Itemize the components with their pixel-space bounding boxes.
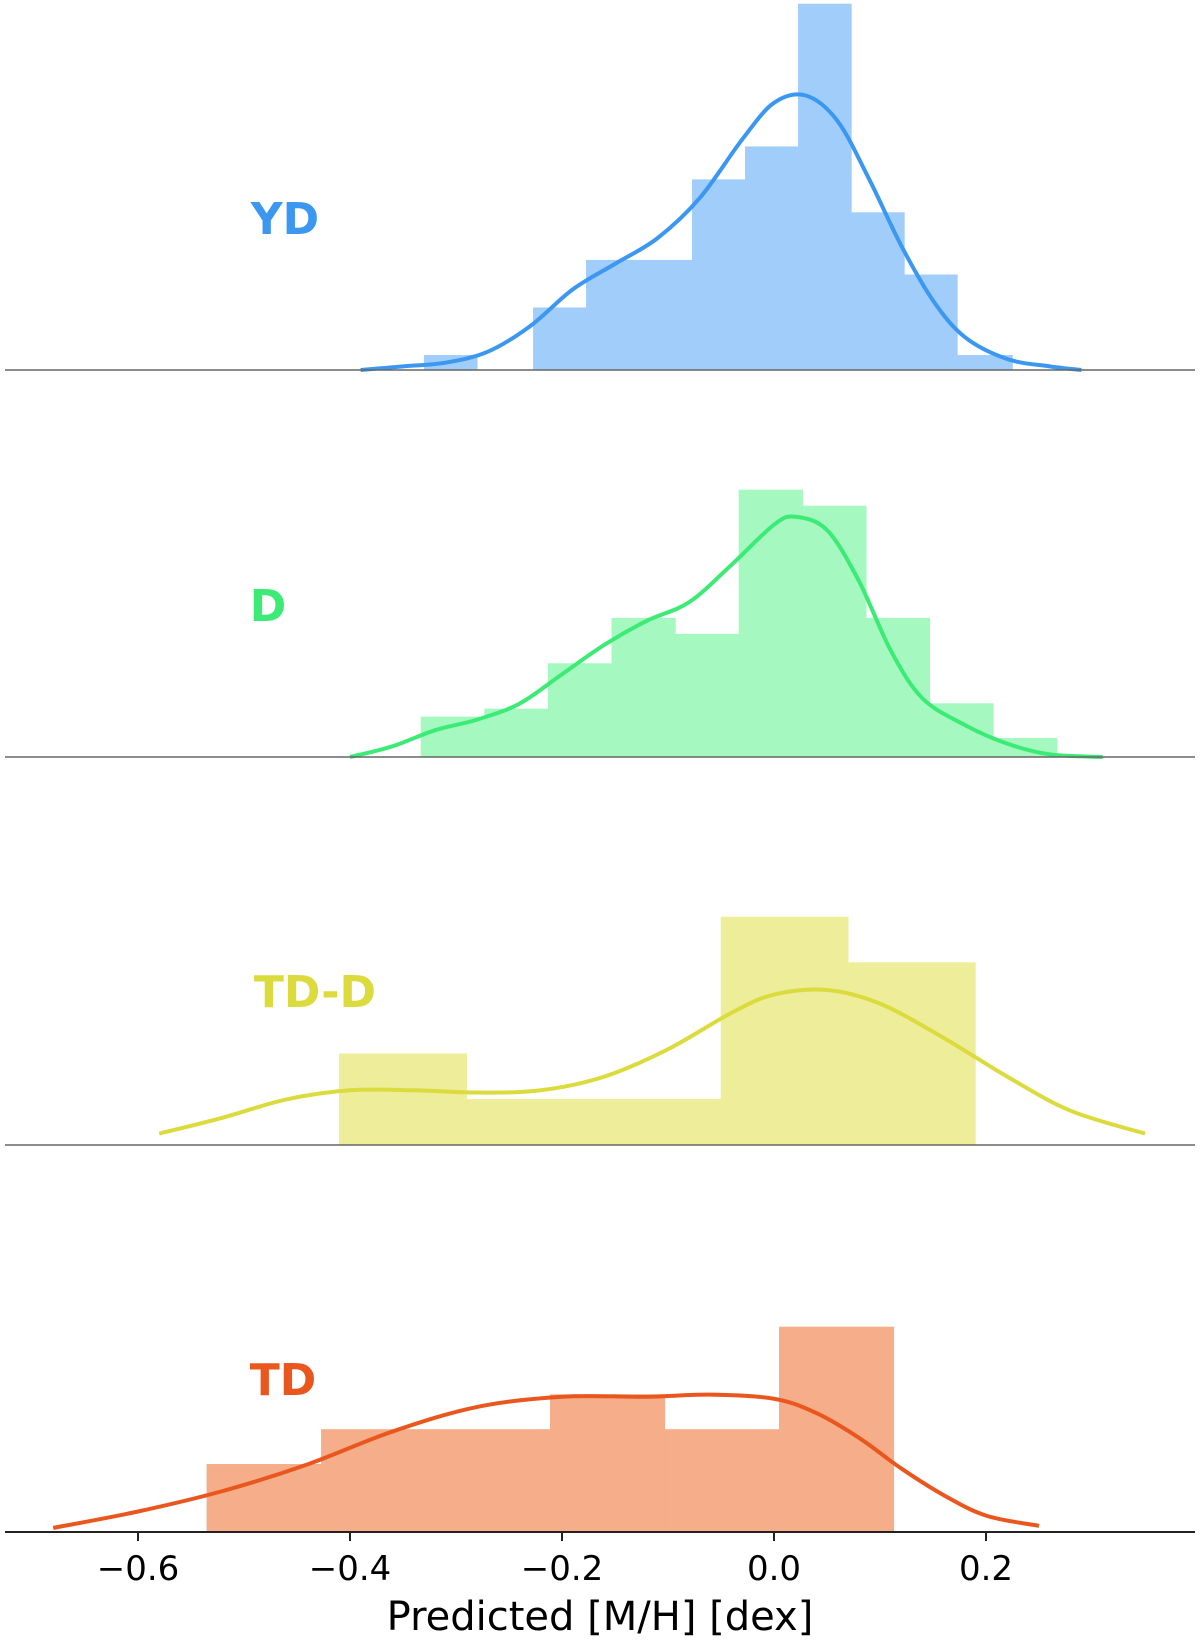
histogram-bar	[547, 663, 613, 758]
histogram-bar	[206, 1464, 322, 1533]
x-tick-label: 0.2	[959, 1549, 1013, 1589]
x-tick-label: −0.6	[97, 1549, 180, 1589]
histogram-panels: YD D TD-D TD	[5, 3, 1195, 1533]
panel-label: YD	[250, 194, 319, 245]
kde-curve	[349, 514, 1103, 759]
histogram-bar	[466, 1099, 595, 1146]
histogram-bar	[865, 617, 931, 758]
histogram-bar	[798, 3, 852, 371]
panel-yd: YD	[5, 3, 1195, 372]
histogram-bar	[611, 617, 676, 758]
histogram-bar	[802, 505, 867, 758]
kde-curve	[360, 92, 1082, 372]
panel-label: D	[250, 581, 287, 632]
x-tick-label: −0.4	[309, 1549, 392, 1589]
histogram-bar	[778, 1326, 895, 1533]
x-tick-label: 0.0	[747, 1549, 801, 1589]
panel-td-d: TD-D	[5, 916, 1195, 1146]
kde-curve	[52, 1392, 1040, 1530]
histogram-bar	[420, 716, 485, 758]
kde-curve	[158, 987, 1146, 1136]
histogram-bar	[720, 916, 849, 1146]
x-axis: −0.6 −0.4 −0.2 0.0 0.2 Predicted [M/H] [dex]	[97, 1532, 1013, 1640]
histogram-bar	[321, 1429, 437, 1533]
histogram-bar	[929, 703, 994, 758]
x-axis-label: Predicted [M/H] [dex]	[387, 1594, 814, 1640]
panel-td: TD	[5, 1326, 1195, 1533]
histogram-bar	[692, 179, 746, 371]
histogram-bar	[339, 1053, 467, 1146]
histogram-bar	[745, 146, 799, 371]
panel-label: TD-D	[254, 967, 376, 1018]
histogram-bar	[586, 259, 640, 371]
histogram-bar	[435, 1429, 551, 1533]
panel-d: D	[5, 489, 1195, 759]
x-ticks: −0.6 −0.4 −0.2 0.0 0.2	[97, 1532, 1013, 1589]
histogram-bar	[847, 962, 976, 1146]
panel-label: TD	[250, 1355, 317, 1406]
x-tick-label: −0.2	[521, 1549, 604, 1589]
histogram-bar	[675, 633, 740, 758]
histogram-bar	[738, 489, 803, 758]
histogram-bar	[639, 259, 693, 371]
histogram-bar	[550, 1394, 666, 1533]
histogram-bar	[593, 1099, 722, 1146]
histogram-bar	[664, 1429, 780, 1533]
